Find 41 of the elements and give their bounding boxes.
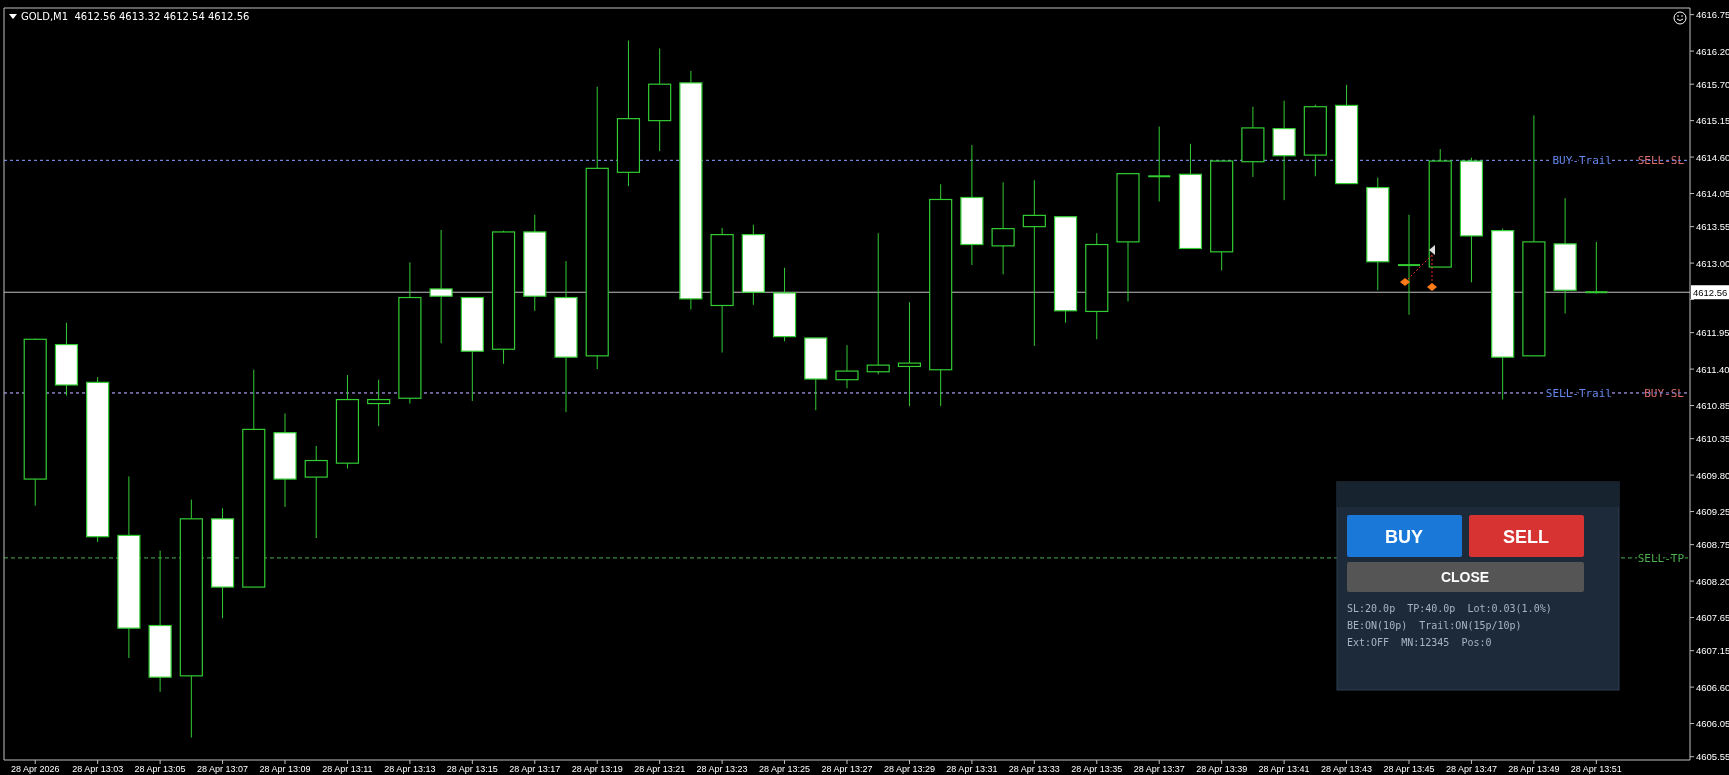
x-tick-label: 28 Apr 13:35 [1071, 764, 1123, 774]
x-tick-label: 28 Apr 13:45 [1383, 764, 1435, 774]
annotation: SL:20.0p TP:40.0p Lot:0.03(1.0%) [1347, 603, 1552, 614]
ref-line-label: SELL-TP [1637, 551, 1685, 565]
annotation: SELL [1502, 527, 1550, 547]
x-tick-label: 28 Apr 13:21 [634, 764, 686, 774]
ref-line-label: SELL-Trail [1545, 386, 1612, 400]
ref-line-label: BUY-SL [1644, 386, 1685, 400]
x-tick-label: 28 Apr 13:37 [1133, 764, 1185, 774]
annotation: BE:ON(10p) Trail:ON(15p/10p) [1347, 620, 1522, 631]
x-tick-label: 28 Apr 13:13 [384, 764, 436, 774]
x-tick-label: 28 Apr 13:29 [883, 764, 935, 774]
x-tick-label: 28 Apr 13:07 [197, 764, 249, 774]
x-tick-label: 28 Apr 13:47 [1445, 764, 1497, 774]
x-tick-label: 28 Apr 13:51 [1570, 764, 1622, 774]
y-tick-label: 4611.40 [1696, 363, 1729, 375]
x-tick-label: 28 Apr 13:39 [1196, 764, 1248, 774]
x-tick-label: 28 Apr 13:25 [759, 764, 811, 774]
x-tick-label: 28 Apr 13:27 [821, 764, 873, 774]
annotation: BUY [1384, 527, 1424, 547]
x-tick-label: 28 Apr 13:43 [1321, 764, 1373, 774]
annotation: Ext:OFF MN:12345 Pos:0 [1347, 637, 1492, 648]
x-tick-label: 28 Apr 13:41 [1258, 764, 1310, 774]
y-tick-label: 4611.95 [1696, 327, 1729, 339]
x-tick-label: 28 Apr 13:17 [509, 764, 561, 774]
x-tick-label: 28 Apr 13:09 [259, 764, 311, 774]
x-tick-label: 28 Apr 13:15 [446, 764, 498, 774]
ref-line-label: SELL-SL [1637, 154, 1685, 168]
x-tick-label: 28 Apr 2026 [10, 764, 60, 774]
x-tick-label: 28 Apr 13:19 [571, 764, 623, 774]
annotation: CLOSE [1440, 569, 1490, 585]
x-tick-label: 28 Apr 13:23 [696, 764, 748, 774]
x-tick-label: 28 Apr 13:49 [1508, 764, 1560, 774]
ref-line-label: BUY-Trail [1552, 154, 1612, 168]
chart-title: GOLD,M1 4612.56 4613.32 4612.54 4612.56 [21, 11, 250, 22]
x-tick-label: 28 Apr 13:33 [1008, 764, 1060, 774]
x-tick-label: 28 Apr 13:11 [322, 764, 373, 774]
ref-line-label: 4612.56 [1693, 286, 1728, 298]
x-tick-label: 28 Apr 13:03 [72, 764, 124, 774]
x-tick-label: 28 Apr 13:05 [134, 764, 186, 774]
x-tick-label: 28 Apr 13:31 [946, 764, 998, 774]
